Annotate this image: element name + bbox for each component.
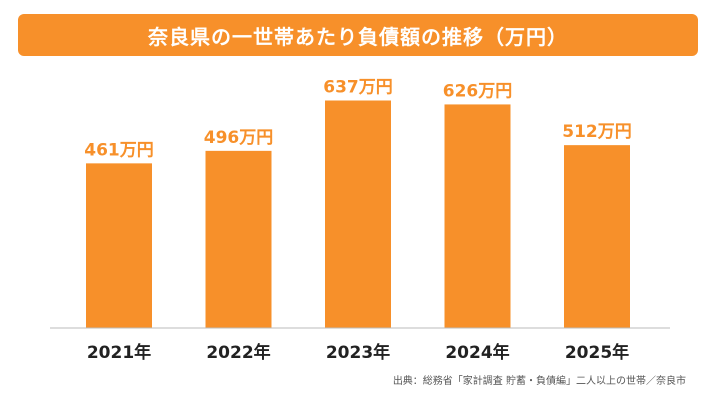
x-tick-label-2024年: 2024年 [445,342,509,363]
data-label-2022年: 496万円 [204,128,274,148]
bar-2023年 [325,100,391,328]
data-label-2023年: 637万円 [323,78,393,98]
chart-title: 奈良県の一世帯あたり負債額の推移（万円） [148,24,568,49]
x-tick-label-2025年: 2025年 [565,342,629,363]
x-tick-labels-group: 2021年 2022年 2023年 2024年 2025年 [87,342,629,363]
source-note: 出典：総務省「家計調査 貯蓄・負債編」二人以上の世帯／奈良市 [392,376,686,387]
data-labels-group: 461万円 496万円 637万円 626万円 512万円 [84,78,632,161]
bars-group [86,100,630,328]
x-tick-label-2022年: 2022年 [206,342,270,363]
bar-2024年 [444,104,511,328]
chart-title-banner: 奈良県の一世帯あたり負債額の推移（万円） [18,14,698,56]
bar-2021年 [86,163,152,328]
data-label-2021年: 461万円 [84,140,154,160]
data-label-2025年: 512万円 [562,122,632,142]
bar-2022年 [205,150,272,328]
x-tick-label-2023年: 2023年 [326,342,390,363]
bar-2025年 [564,145,630,328]
data-label-2024年: 626万円 [443,81,513,101]
x-tick-label-2021年: 2021年 [87,342,151,363]
